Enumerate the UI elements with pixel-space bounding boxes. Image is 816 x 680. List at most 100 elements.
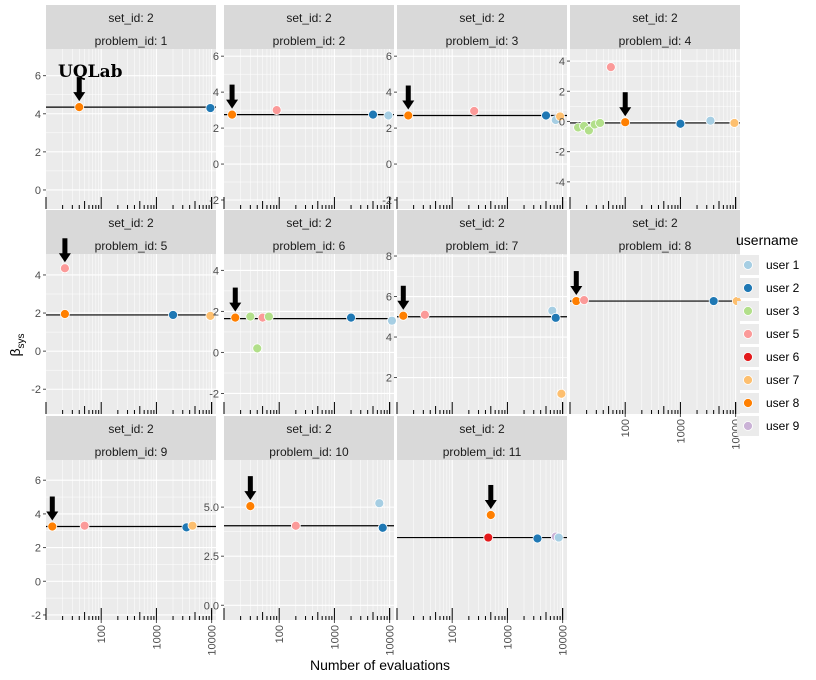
panel-5: set_id: 2 problem_id: 5 -2 0 2 4 xyxy=(31,210,216,414)
y-tick-label: 4 xyxy=(35,109,41,121)
y-tick-label: -4 xyxy=(555,177,565,189)
y-tick-label: -2 xyxy=(31,610,41,622)
y-tick-label: 2.5 xyxy=(204,551,219,563)
strip-problem-label: problem_id: 8 xyxy=(619,239,692,253)
y-tick-label: 2 xyxy=(35,543,41,555)
x-tick-label: 10000 xyxy=(207,625,219,656)
uqlab-arrow-shaft xyxy=(49,496,55,513)
strip-background xyxy=(224,5,394,49)
x-tick-label: 100 xyxy=(447,625,459,643)
data-point-user-8 xyxy=(485,510,496,520)
data-point-user-2 xyxy=(541,110,551,121)
legend: username user 1 user 2 user 3 user 5 user 6 u… xyxy=(736,232,800,436)
uqlab-arrow xyxy=(244,476,257,501)
data-point-user-8 xyxy=(74,102,85,112)
data-point-user-5 xyxy=(469,106,480,116)
data-point-user-8 xyxy=(398,310,409,321)
data-point-user-1 xyxy=(383,110,394,121)
strip-set-label: set_id: 2 xyxy=(108,11,154,25)
uqlab-arrow-shaft xyxy=(76,77,82,94)
x-tick-label: 100 xyxy=(274,625,286,643)
uqlab-arrow-shaft xyxy=(62,238,68,255)
uqlab-arrow-head xyxy=(397,300,410,310)
legend-key-swatch xyxy=(743,398,753,408)
uqlab-arrow-shaft xyxy=(232,287,238,304)
uqlab-label: UQLab xyxy=(58,62,123,82)
uqlab-arrow-head xyxy=(244,491,257,501)
legend-label: user 5 xyxy=(766,327,800,341)
strip-problem-label: problem_id: 11 xyxy=(443,445,522,459)
data-point-user-5 xyxy=(605,62,616,73)
strip-set-label: set_id: 2 xyxy=(108,216,154,230)
x-tick-label: 100 xyxy=(620,419,632,437)
y-tick-label: 0.0 xyxy=(204,600,219,612)
uqlab-arrow xyxy=(73,77,86,102)
uqlab-arrow-head xyxy=(58,253,71,263)
strip-problem-label: problem_id: 1 xyxy=(95,34,168,48)
uqlab-arrow-head xyxy=(619,107,632,117)
uqlab-arrow xyxy=(226,84,239,109)
data-point-user-8 xyxy=(620,117,631,128)
y-tick-label: 4 xyxy=(559,56,565,68)
panel-9: set_id: 2 problem_id: 9 -2 0 2 4 6 100 1000 10000 xyxy=(31,416,219,656)
y-tick-label: 4 xyxy=(386,87,392,99)
strip-background xyxy=(46,5,216,49)
uqlab-arrow xyxy=(46,496,59,521)
legend-key-swatch xyxy=(743,421,753,431)
legend-item-user-6: user 6 xyxy=(737,347,800,367)
data-point-user-2 xyxy=(168,310,178,320)
strip-background xyxy=(397,416,567,460)
panel-4: set_id: 2 problem_id: 4 -4 -2 0 2 4 xyxy=(555,5,740,209)
uqlab-arrow xyxy=(402,85,415,110)
uqlab-arrow xyxy=(229,287,242,312)
plot-background xyxy=(224,254,394,414)
y-tick-label: 0 xyxy=(35,185,41,197)
legend-item-user-9: user 9 xyxy=(737,416,800,436)
strip-background xyxy=(224,210,394,254)
data-point-user-3 xyxy=(263,311,274,322)
legend-key-swatch xyxy=(743,260,753,270)
y-tick-label: 0 xyxy=(386,159,392,171)
y-tick-label: 2 xyxy=(35,147,41,159)
data-point-user-5 xyxy=(60,263,70,274)
uqlab-arrow-head xyxy=(570,286,583,296)
data-point-user-2 xyxy=(550,312,561,323)
strip-background xyxy=(570,210,740,254)
y-tick-label: -2 xyxy=(382,195,392,207)
uqlab-arrow-shaft xyxy=(622,92,628,109)
legend-item-user-8: user 8 xyxy=(737,393,800,413)
y-tick-label: 2 xyxy=(213,123,219,135)
legend-item-user-2: user 2 xyxy=(737,278,800,298)
data-point-user-1 xyxy=(553,532,564,543)
legend-item-user-5: user 5 xyxy=(737,324,800,344)
strip-background xyxy=(570,5,740,49)
uqlab-arrow-head xyxy=(73,92,86,102)
strip-background xyxy=(46,416,216,460)
plot-background xyxy=(570,254,740,414)
uqlab-arrow-head xyxy=(484,499,497,509)
data-point-user-8 xyxy=(60,309,70,319)
legend-key-swatch xyxy=(743,352,753,362)
y-tick-label: 6 xyxy=(35,475,41,487)
strip-set-label: set_id: 2 xyxy=(286,216,332,230)
data-point-user-7 xyxy=(556,388,567,399)
data-point-user-1 xyxy=(387,315,397,326)
strip-set-label: set_id: 2 xyxy=(286,422,332,436)
y-tick-label: 4 xyxy=(386,332,392,344)
y-axis-title: βsys xyxy=(7,333,27,356)
data-point-user-7 xyxy=(205,311,216,321)
strip-set-label: set_id: 2 xyxy=(108,422,154,436)
x-tick-label: 1000 xyxy=(502,625,514,649)
y-tick-label: 2 xyxy=(386,373,392,385)
data-point-user-3 xyxy=(245,311,256,322)
uqlab-arrow-shaft xyxy=(400,285,406,302)
y-tick-label: -2 xyxy=(31,384,41,396)
uqlab-arrow xyxy=(570,271,583,296)
data-point-user-2 xyxy=(377,522,388,533)
legend-label: user 3 xyxy=(766,304,800,318)
panel-11: set_id: 2 problem_id: 11 100 1000 10000 xyxy=(396,416,570,656)
data-point-user-8 xyxy=(227,109,237,120)
strip-problem-label: problem_id: 4 xyxy=(619,34,692,48)
data-point-user-2 xyxy=(368,109,378,120)
